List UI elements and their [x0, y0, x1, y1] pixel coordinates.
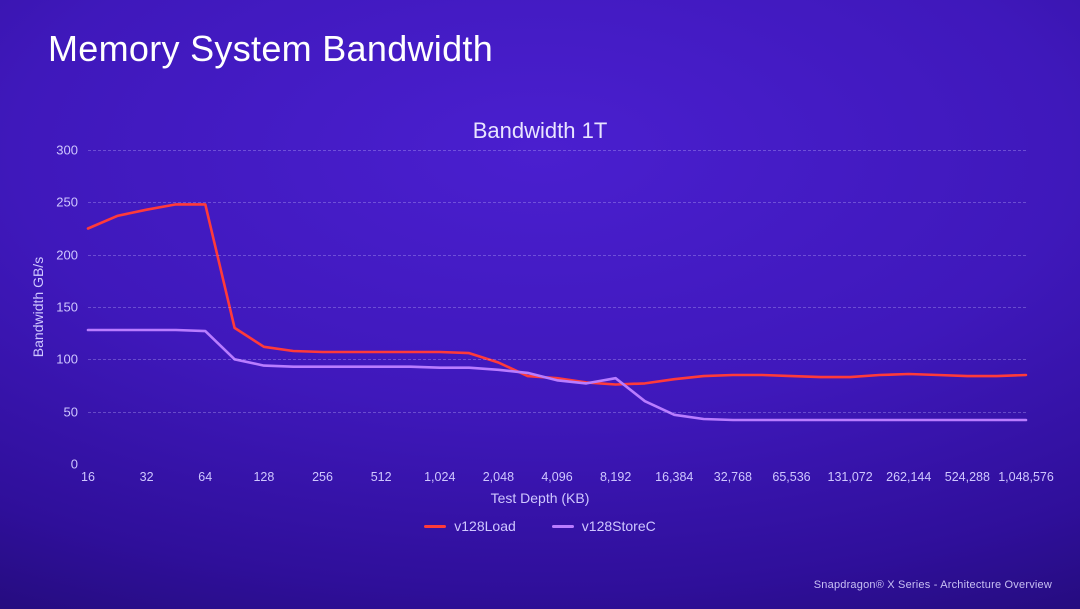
x-axis-label: Test Depth (KB): [0, 490, 1080, 506]
gridline: [88, 412, 1026, 413]
x-tick-label: 1,048,576: [998, 464, 1054, 484]
x-tick-label: 512: [371, 464, 392, 484]
x-tick-label: 64: [198, 464, 212, 484]
x-tick-label: 256: [312, 464, 333, 484]
legend-swatch: [552, 525, 574, 528]
legend-label: v128Load: [454, 518, 516, 534]
legend-swatch: [424, 525, 446, 528]
y-tick-label: 300: [56, 143, 88, 158]
y-axis-label: Bandwidth GB/s: [30, 257, 46, 357]
page-title: Memory System Bandwidth: [48, 28, 493, 70]
gridline: [88, 359, 1026, 360]
x-tick-label: 2,048: [483, 464, 514, 484]
gridline: [88, 307, 1026, 308]
legend-item-v128Load: v128Load: [424, 518, 516, 534]
x-tick-label: 524,288: [945, 464, 990, 484]
x-tick-label: 32,768: [714, 464, 752, 484]
x-tick-label: 1,024: [424, 464, 455, 484]
x-tick-label: 131,072: [828, 464, 873, 484]
x-tick-label: 16: [81, 464, 95, 484]
x-tick-label: 262,144: [886, 464, 931, 484]
y-tick-label: 250: [56, 195, 88, 210]
y-tick-label: 200: [56, 247, 88, 262]
x-tick-label: 8,192: [600, 464, 631, 484]
gridline: [88, 150, 1026, 151]
slide-footer: Snapdragon® X Series - Architecture Over…: [814, 579, 1052, 591]
y-tick-label: 100: [56, 352, 88, 367]
x-tick-label: 128: [253, 464, 274, 484]
legend-item-v128StoreC: v128StoreC: [552, 518, 656, 534]
x-tick-label: 65,536: [772, 464, 810, 484]
x-tick-label: 4,096: [541, 464, 572, 484]
chart-title: Bandwidth 1T: [0, 118, 1080, 144]
gridline: [88, 202, 1026, 203]
series-line-v128Load: [88, 204, 1026, 384]
y-tick-label: 50: [64, 404, 88, 419]
chart-plot-area: 0501001502002503001632641282565121,0242,…: [88, 150, 1026, 464]
y-tick-label: 150: [56, 300, 88, 315]
legend-label: v128StoreC: [582, 518, 656, 534]
chart-legend: v128Load v128StoreC: [0, 518, 1080, 534]
slide: Memory System Bandwidth Bandwidth 1T Ban…: [0, 0, 1080, 609]
x-tick-label: 32: [140, 464, 154, 484]
x-tick-label: 16,384: [655, 464, 693, 484]
gridline: [88, 255, 1026, 256]
